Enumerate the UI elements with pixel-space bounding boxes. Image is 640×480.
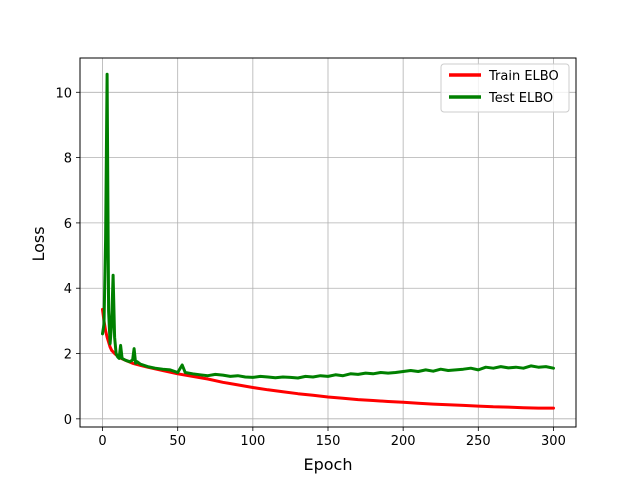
series-line-test-elbo [101,72,555,380]
x-tick-label: 200 [391,434,416,449]
x-axis-label: Epoch [304,455,353,474]
y-tick-label: 10 [55,86,72,101]
legend: Train ELBO Test ELBO [440,63,570,113]
y-tick-label: 2 [64,348,72,363]
legend-label-test: Test ELBO [488,91,553,106]
series-line-train-elbo [101,307,555,410]
y-tick-label: 6 [64,217,72,232]
y-tick-label: 0 [64,413,72,428]
x-tick-label: 250 [466,434,491,449]
x-tick-label: 150 [316,434,341,449]
series-layer [101,72,555,410]
y-axis-label: Loss [29,226,48,261]
grid-lines [80,58,576,427]
x-tick-label: 50 [169,434,186,449]
x-tick-label: 0 [98,434,106,449]
y-tick-label: 8 [64,152,72,167]
axis-ticks: 0 50 100 150 200 250 300 0 2 4 6 8 10 [55,86,565,449]
legend-label-train: Train ELBO [488,69,559,84]
x-tick-label: 100 [240,434,265,449]
x-tick-label: 300 [541,434,566,449]
y-tick-label: 4 [64,282,72,297]
